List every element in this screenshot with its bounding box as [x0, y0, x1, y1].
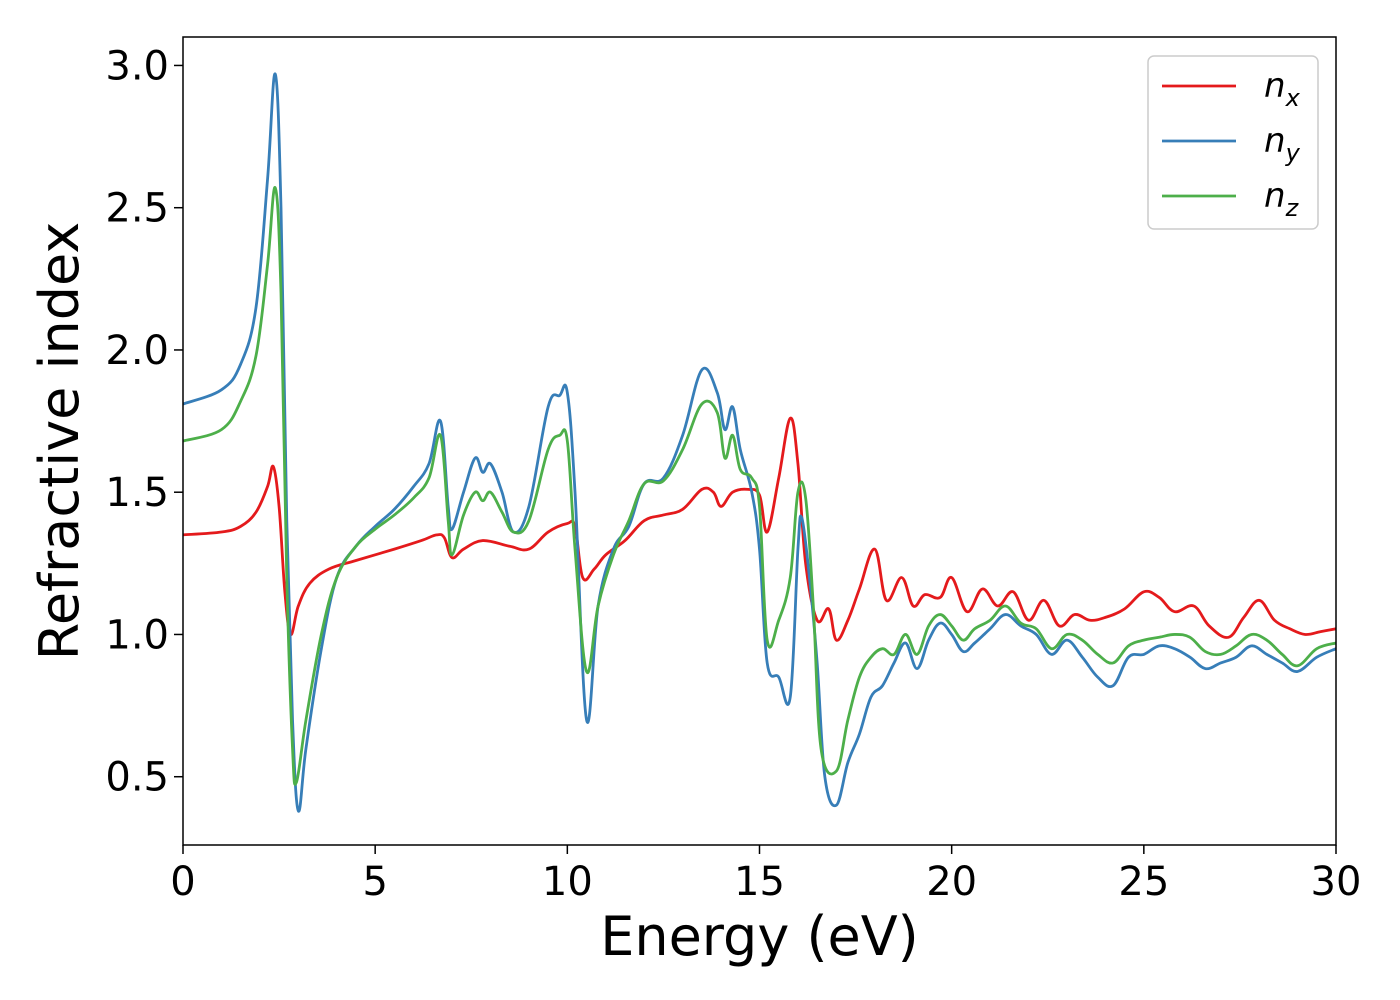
x-tick-label: 0	[170, 859, 195, 905]
y-tick-label: 2.5	[105, 186, 169, 232]
x-tick-label: 30	[1311, 859, 1362, 905]
x-tick-label: 20	[926, 859, 977, 905]
y-tick-label: 1.0	[105, 612, 169, 658]
y-tick-label: 1.5	[105, 470, 169, 516]
y-tick-label: 0.5	[105, 755, 169, 801]
series-line-z	[183, 187, 1336, 784]
x-tick-label: 25	[1118, 859, 1169, 905]
x-tick-label: 10	[542, 859, 593, 905]
x-axis-ticks: 0 5 10 15 20 25 30	[170, 845, 1361, 905]
y-tick-label: 2.0	[105, 328, 169, 374]
x-axis-label: Energy (eV)	[600, 905, 919, 968]
y-tick-label: 3.0	[105, 43, 169, 89]
y-axis-label: Refractive index	[28, 222, 91, 661]
x-tick-label: 5	[362, 859, 387, 905]
y-axis-ticks: 0.5 1.0 1.5 2.0 2.5 3.0	[105, 43, 183, 800]
series-line-x	[183, 418, 1336, 640]
x-tick-label: 15	[734, 859, 785, 905]
